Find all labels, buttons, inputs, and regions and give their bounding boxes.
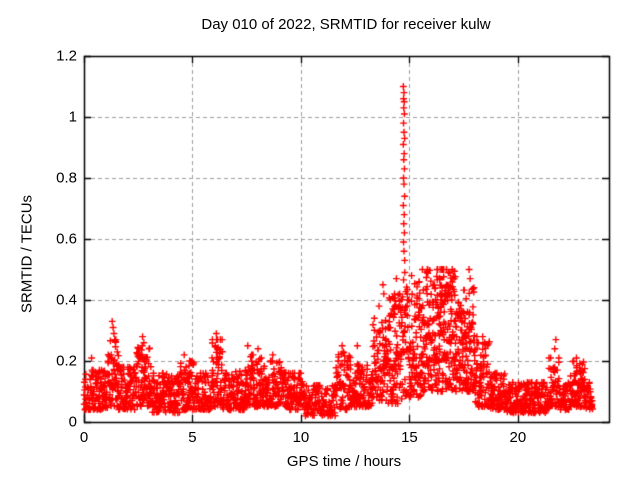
x-tick-label: 5 bbox=[188, 429, 197, 446]
x-tick-label: 0 bbox=[79, 429, 89, 446]
x-tick-label: 10 bbox=[292, 429, 310, 446]
y-tick-label: 0 bbox=[68, 413, 77, 431]
y-tick-label: 0.6 bbox=[56, 230, 77, 248]
x-tick-label: 20 bbox=[509, 429, 527, 446]
y-tick-label: 0.8 bbox=[56, 169, 77, 187]
y-tick-label: 1.2 bbox=[56, 47, 77, 65]
x-axis-label: GPS time / hours bbox=[286, 453, 402, 470]
y-tick-label: 1 bbox=[68, 108, 77, 126]
y-tick-label: 0.4 bbox=[56, 291, 77, 309]
chart-title: Day 010 of 2022, SRMTID for receiver kul… bbox=[201, 16, 491, 33]
y-tick-label: 0.2 bbox=[56, 352, 77, 370]
x-tick-label: 15 bbox=[401, 429, 418, 446]
